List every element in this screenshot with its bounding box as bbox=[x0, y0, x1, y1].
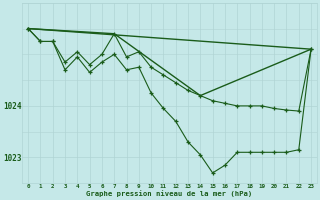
X-axis label: Graphe pression niveau de la mer (hPa): Graphe pression niveau de la mer (hPa) bbox=[86, 190, 253, 197]
